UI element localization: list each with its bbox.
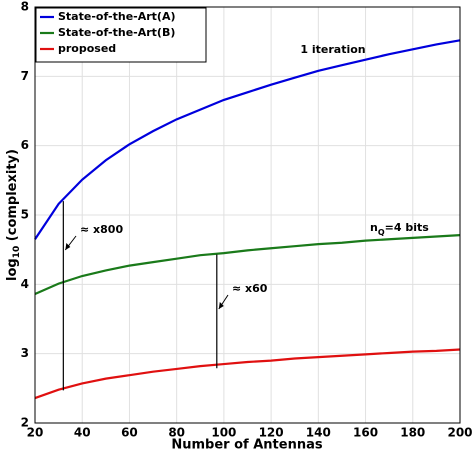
annotation-sub: Q xyxy=(378,228,385,237)
x-tick-label: 80 xyxy=(168,426,185,440)
series-line xyxy=(34,234,461,296)
legend-label: proposed xyxy=(58,42,116,55)
x-tick-label: 20 xyxy=(27,426,44,440)
y-tick-label: 2 xyxy=(21,416,29,430)
y-tick-label: 3 xyxy=(21,346,29,360)
legend: State-of-the-Art(A) State-of-the-Art(B) pr… xyxy=(35,7,207,63)
x-tick-label: 40 xyxy=(74,426,91,440)
annotation: nQ=4 bits xyxy=(370,221,429,237)
x-tick-label: 100 xyxy=(211,426,236,440)
series-line xyxy=(34,39,461,240)
arrow-head xyxy=(65,243,71,250)
y-tick-label: 8 xyxy=(21,0,29,14)
y-tick-label: 4 xyxy=(21,277,29,291)
y-label-sub: 10 xyxy=(12,246,22,259)
annotation-base: n xyxy=(370,221,378,234)
series-line xyxy=(34,348,461,400)
gap-label: ≈ x800 xyxy=(80,223,123,236)
legend-box xyxy=(35,7,207,63)
y-label-base: log xyxy=(5,258,20,281)
x-tick-label: 120 xyxy=(259,426,284,440)
x-axis-label: Number of Antennas xyxy=(171,438,322,453)
y-label-rest: (complexity) xyxy=(5,149,20,246)
axes-frame xyxy=(34,6,461,424)
y-tick-label: 7 xyxy=(21,69,29,83)
legend-label: State-of-the-Art(B) xyxy=(58,26,175,39)
x-tick-label: 200 xyxy=(447,426,472,440)
x-tick-label: 140 xyxy=(306,426,331,440)
arrow-head xyxy=(218,302,224,309)
annotation-rest: =4 bits xyxy=(385,221,430,234)
legend-label: State-of-the-Art(A) xyxy=(58,10,175,23)
annotation: 1 iteration xyxy=(300,43,365,56)
x-tick-label: 160 xyxy=(353,426,378,440)
x-tick-label: 60 xyxy=(121,426,138,440)
y-tick-label: 6 xyxy=(21,138,29,152)
x-tick-label: 180 xyxy=(400,426,425,440)
y-axis-label: log10 (complexity) xyxy=(5,149,22,281)
gap-label: ≈ x60 xyxy=(232,282,268,295)
y-tick-label: 5 xyxy=(21,208,29,222)
lines xyxy=(34,39,461,400)
